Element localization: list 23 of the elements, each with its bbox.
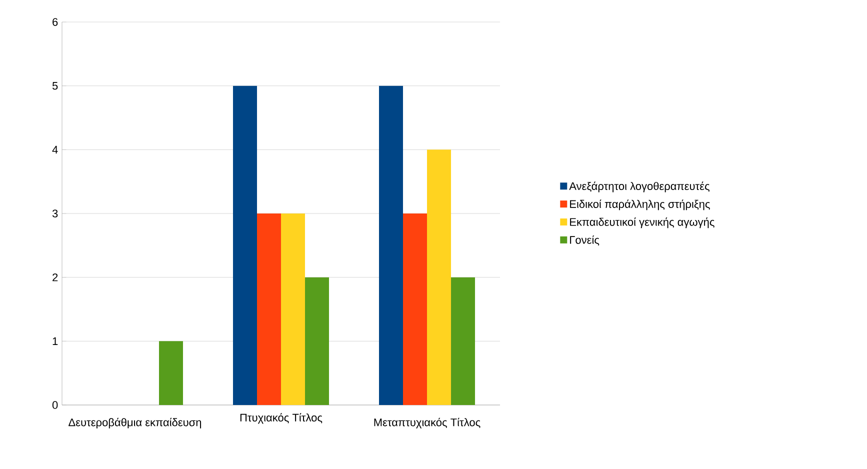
y-tick-label: 2 <box>52 274 58 282</box>
legend-label: Γονείς <box>570 235 600 246</box>
y-tick-label: 0 <box>52 401 58 409</box>
legend-label: Ανεξάρτητοι λογοθεραπευτές <box>569 182 710 192</box>
bar <box>305 277 330 405</box>
bar <box>379 86 403 405</box>
y-tick-label: 3 <box>52 210 58 218</box>
legend-label: Ειδικοί παράλληλης στήριξης <box>570 200 710 210</box>
bar <box>403 214 427 405</box>
x-tick-label: Δευτεροβάθμια εκπαίδευση <box>68 418 202 428</box>
bar <box>427 150 452 405</box>
bar <box>257 214 282 405</box>
y-tick-label: 5 <box>52 82 58 90</box>
bar <box>451 277 476 405</box>
x-tick-label: Μεταπτυχιακός Τίτλος <box>374 418 480 428</box>
bar <box>233 86 258 405</box>
bar <box>159 341 183 405</box>
y-tick-label: 1 <box>52 337 58 345</box>
bar <box>281 214 306 405</box>
legend-label: Εκπαιδευτικοί γενικής αγωγής <box>570 218 714 228</box>
y-tick-label: 4 <box>52 146 58 154</box>
y-tick-label: 6 <box>52 18 58 26</box>
x-tick-label: Πτυχιακός Τίτλος <box>240 413 322 424</box>
